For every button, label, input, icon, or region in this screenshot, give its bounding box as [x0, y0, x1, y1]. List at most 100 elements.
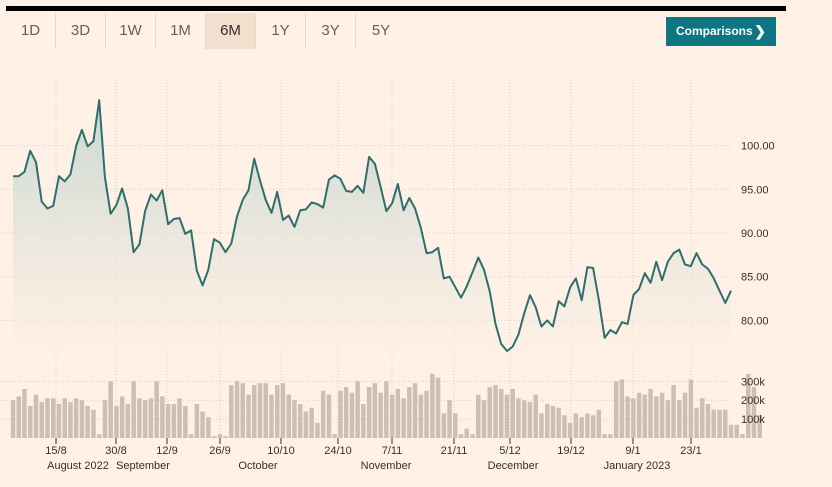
volume-bar — [280, 383, 286, 438]
volume-bar — [355, 381, 360, 438]
volume-bar — [590, 415, 596, 438]
volume-bar — [723, 409, 728, 438]
volume-bar — [154, 381, 159, 438]
volume-bar — [252, 385, 257, 438]
volume-bar — [79, 400, 85, 438]
volume-bar — [711, 409, 716, 438]
volume-bar — [567, 422, 573, 438]
volume-bar — [62, 398, 67, 438]
volume-bar — [33, 394, 39, 438]
volume-bar — [22, 388, 27, 438]
price-axis-label: 85.00 — [741, 272, 769, 284]
volume-bar — [309, 407, 314, 438]
x-tick-label: 15/8 — [45, 445, 66, 457]
comparisons-button[interactable]: Comparisons ❯ — [666, 17, 776, 46]
price-axis-label: 95.00 — [741, 184, 769, 196]
volume-bar — [441, 413, 447, 438]
volume-bar — [73, 398, 79, 438]
tab-3y[interactable]: 3Y — [306, 13, 356, 49]
x-tick-label: 12/9 — [156, 445, 177, 457]
range-tabs: 1D 3D 1W 1M 6M 1Y 3Y 5Y — [6, 13, 406, 49]
tab-6m[interactable]: 6M — [206, 13, 256, 49]
volume-bar — [464, 428, 469, 438]
volume-bar — [131, 381, 136, 438]
chevron-right-icon: ❯ — [754, 23, 766, 39]
volume-bar — [734, 424, 739, 438]
volume-bar — [389, 394, 395, 438]
volume-bar — [550, 405, 556, 438]
volume-bar — [688, 379, 694, 438]
volume-bar — [694, 407, 699, 438]
volume-bar — [608, 434, 613, 438]
volume-bar — [728, 424, 734, 438]
volume-bar — [263, 383, 268, 438]
volume-bar — [665, 400, 671, 438]
volume-bar — [51, 398, 56, 438]
volume-bar — [320, 390, 326, 438]
volume-bar — [177, 398, 182, 438]
tab-3d[interactable]: 3D — [56, 13, 106, 49]
volume-bar — [56, 404, 62, 438]
volume-bar — [269, 394, 274, 438]
volume-bar — [556, 407, 561, 438]
volume-bar — [631, 398, 636, 438]
tab-1w[interactable]: 1W — [106, 13, 156, 49]
volume-bar — [412, 383, 418, 438]
volume-bar — [533, 394, 538, 438]
volume-bar — [200, 411, 205, 438]
volume-bar — [476, 394, 481, 438]
volume-bar — [343, 387, 349, 438]
x-tick-label: 30/8 — [105, 445, 126, 457]
volume-bar — [659, 392, 665, 438]
x-tick-label: 26/9 — [209, 445, 230, 457]
tab-1y[interactable]: 1Y — [256, 13, 306, 49]
price-axis-label: 90.00 — [741, 228, 769, 240]
volume-bar — [682, 392, 688, 438]
volume-bar — [487, 387, 492, 438]
volume-bar — [286, 394, 291, 438]
volume-bar — [366, 387, 372, 438]
volume-bar — [96, 434, 102, 438]
volume-bar — [527, 402, 533, 438]
x-tick-label: 24/10 — [324, 445, 352, 457]
volume-bar — [39, 402, 44, 438]
volume-bar — [332, 434, 337, 438]
volume-bar — [522, 400, 527, 438]
volume-bar — [407, 387, 412, 438]
tab-5y[interactable]: 5Y — [371, 22, 391, 39]
volume-bar — [613, 381, 619, 438]
volume-bar — [585, 413, 590, 438]
volume-bar — [372, 383, 378, 438]
x-tick-label: 10/10 — [267, 445, 295, 457]
tab-1d[interactable]: 1D — [6, 13, 56, 49]
top-rule — [6, 6, 786, 11]
volume-bar — [424, 390, 429, 438]
volume-bar — [717, 409, 722, 438]
price-area — [13, 100, 731, 358]
volume-bar — [579, 417, 584, 438]
volume-bar — [315, 422, 320, 438]
volume-bar — [108, 381, 113, 438]
volume-bar — [539, 413, 544, 438]
volume-bar — [68, 402, 73, 438]
volume-bar — [338, 390, 343, 438]
tab-1m[interactable]: 1M — [156, 13, 206, 49]
x-tick-label: 5/12 — [499, 445, 520, 457]
volume-bar — [499, 388, 504, 438]
volume-bar — [298, 404, 303, 438]
volume-bar — [395, 388, 401, 438]
volume-bar — [171, 404, 177, 438]
volume-bar — [677, 400, 682, 438]
volume-bar — [493, 385, 498, 438]
price-axis-label: 100.00 — [741, 141, 775, 153]
volume-bar — [303, 411, 309, 438]
volume-bar — [292, 400, 297, 438]
volume-bar — [602, 434, 607, 438]
volume-bar — [481, 400, 487, 438]
price-line — [13, 99, 732, 352]
volume-bar — [430, 373, 435, 438]
volume-bar — [240, 383, 245, 438]
volume-bar — [361, 404, 366, 438]
volume-bar — [636, 392, 642, 438]
volume-bar — [625, 396, 630, 438]
